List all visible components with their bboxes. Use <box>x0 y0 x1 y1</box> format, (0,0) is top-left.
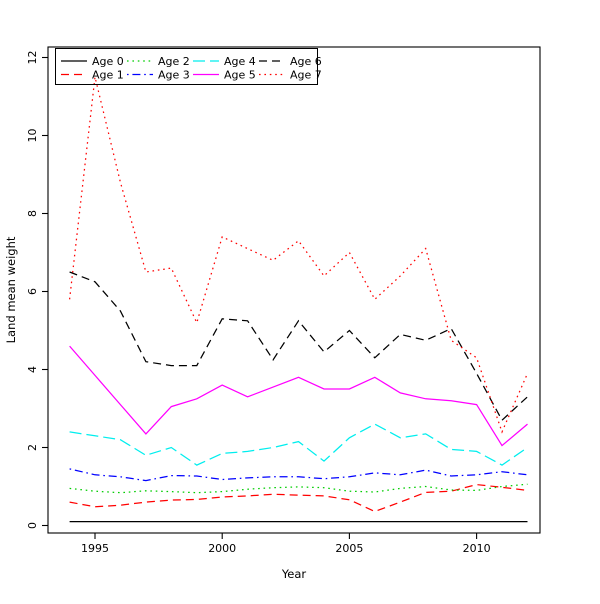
series-line-age-4 <box>69 423 528 466</box>
series-line-age-3 <box>69 468 528 482</box>
y-tick-label: 6 <box>26 288 39 295</box>
x-tick-label: 2010 <box>463 542 491 555</box>
legend-item-age-5: Age 5 <box>193 68 256 81</box>
y-axis-label: Land mean weight <box>4 236 18 343</box>
y-tick-label: 4 <box>26 366 39 373</box>
axis-ticks <box>42 56 478 539</box>
legend-label: Age 0 <box>92 55 124 68</box>
x-tick-label: 2005 <box>335 542 363 555</box>
legend-item-age-2: Age 2 <box>127 55 190 68</box>
series-line-age-6 <box>69 271 528 422</box>
y-tick-label: 2 <box>26 444 39 451</box>
x-tick-label: 2000 <box>208 542 236 555</box>
legend-item-age-3: Age 3 <box>127 68 190 81</box>
legend-label: Age 7 <box>290 68 322 81</box>
legend-item-age-6: Age 6 <box>259 55 322 68</box>
series-line-age-5 <box>69 345 528 447</box>
series-line-age-2 <box>69 483 528 494</box>
legend-item-age-4: Age 4 <box>193 55 256 68</box>
y-tick-label: 12 <box>26 51 39 65</box>
y-tick-label: 10 <box>26 129 39 143</box>
legend-label: Age 4 <box>224 55 256 68</box>
x-tick-label: 1995 <box>81 542 109 555</box>
axis-tick-labels: 1995 2000 2005 2010 0 2 4 6 8 10 12 <box>26 51 491 556</box>
x-axis-label: Year <box>281 567 307 581</box>
legend-item-age-0: Age 0 <box>61 55 124 68</box>
legend-label: Age 1 <box>92 68 124 81</box>
series-line-age-1 <box>69 483 528 513</box>
legend-box <box>55 48 318 85</box>
y-tick-label: 8 <box>26 210 39 217</box>
series-lines <box>68 76 529 523</box>
series-line-age-7 <box>68 76 529 434</box>
legend-item-age-1: Age 1 <box>61 68 124 81</box>
legend-label: Age 3 <box>158 68 190 81</box>
y-tick-label: 0 <box>26 522 39 529</box>
legend-item-age-7: Age 7 <box>259 68 322 81</box>
legend-label: Age 6 <box>290 55 322 68</box>
legend-label: Age 2 <box>158 55 190 68</box>
plot-box <box>47 46 541 534</box>
legend-label: Age 5 <box>224 68 256 81</box>
